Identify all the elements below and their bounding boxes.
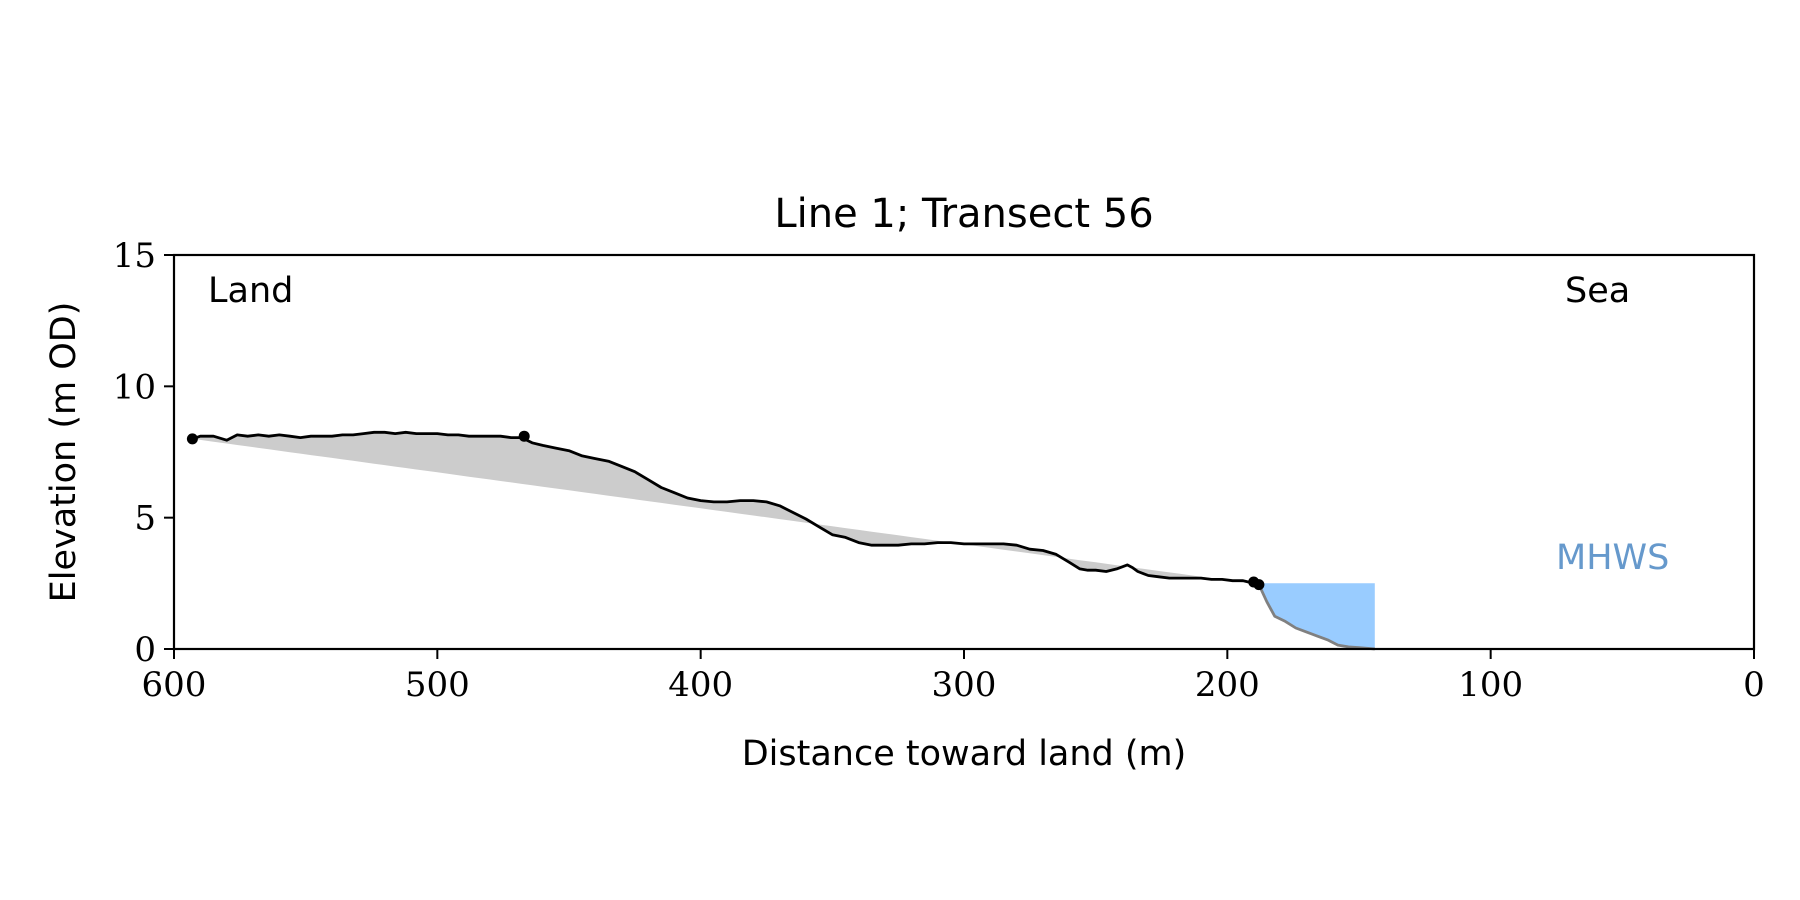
- y-ticks: 0 5 10 15: [113, 236, 174, 670]
- chart-title: Line 1; Transect 56: [774, 191, 1153, 237]
- x-axis-label: Distance toward land (m): [742, 734, 1187, 774]
- x-tick-label: 400: [668, 665, 733, 705]
- y-tick-label: 15: [113, 236, 156, 276]
- below-mhws-profile-line: [1257, 584, 1375, 651]
- mhws-annotation: MHWS: [1556, 538, 1669, 578]
- x-tick-label: 200: [1195, 665, 1260, 705]
- x-ticks: 600 500 400 300 200 100 0: [142, 649, 1765, 705]
- x-tick-label: 100: [1458, 665, 1523, 705]
- water-layer: [1258, 583, 1375, 649]
- profile-line: [191, 430, 1260, 586]
- y-tick-label: 0: [134, 630, 156, 670]
- marker-layer: [186, 430, 1265, 591]
- fill-layer: [192, 432, 1259, 585]
- water-fill: [1258, 583, 1375, 649]
- profile-marker: [1253, 579, 1265, 591]
- profile-marker: [518, 430, 530, 442]
- line-layer: [191, 430, 1375, 651]
- x-tick-label: 500: [405, 665, 470, 705]
- x-tick-label: 0: [1743, 665, 1765, 705]
- y-tick-label: 10: [113, 367, 156, 407]
- land-annotation: Land: [208, 271, 293, 311]
- y-tick-label: 5: [134, 499, 156, 539]
- x-tick-label: 600: [142, 665, 207, 705]
- profile-marker: [186, 433, 198, 445]
- between-fill: [192, 432, 1259, 585]
- y-axis-label: Elevation (m OD): [44, 302, 84, 603]
- x-tick-label: 300: [932, 665, 997, 705]
- sea-annotation: Sea: [1565, 271, 1630, 311]
